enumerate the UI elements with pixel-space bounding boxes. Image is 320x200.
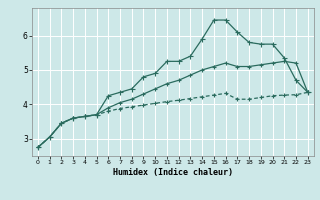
X-axis label: Humidex (Indice chaleur): Humidex (Indice chaleur) <box>113 168 233 177</box>
